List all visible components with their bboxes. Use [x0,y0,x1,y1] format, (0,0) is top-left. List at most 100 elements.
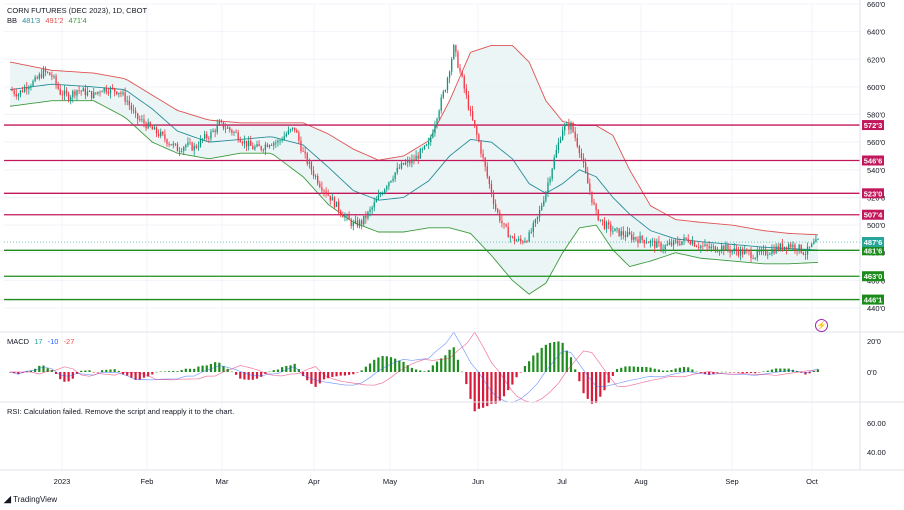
macd-histogram-bar [624,366,627,372]
macd-histogram-bar [762,371,765,373]
candle-body [486,166,488,177]
macd-histogram-bar [310,372,313,384]
macd-signal-line [10,331,819,403]
candle-body [754,257,756,259]
macd-histogram-bar [636,366,640,372]
last-price-tag-box [862,237,884,248]
macd-histogram-bar [657,369,661,372]
macd-histogram-bar [385,356,388,372]
candle-body [281,140,283,141]
candle-body [19,90,22,95]
candle-body [733,248,735,251]
candle-body [300,140,302,152]
candle-body [534,219,537,224]
macd-histogram-bar [812,370,815,372]
price-tick-label: 540'0 [867,166,885,175]
candle-body [463,76,465,89]
candle-body [524,240,526,243]
candle-body [566,123,568,126]
macd-histogram-bar [368,363,372,372]
level-tag-box [862,155,884,166]
candle-body [95,92,97,94]
macd-histogram-bar [348,372,351,375]
macd-histogram-bar [126,372,129,376]
candle-body [256,143,258,147]
candle-body [304,151,306,154]
candle-body [551,168,553,179]
candle-body [350,219,352,227]
macd-histogram-bar [331,372,334,377]
candle-body [145,123,147,129]
candle-body [132,109,135,111]
macd-histogram-bar [469,372,472,399]
time-tick-label: Feb [141,477,154,486]
candle-body [499,212,501,221]
macd-hist-value: 17 [34,337,43,346]
candle-body [111,87,114,89]
candle-body [484,157,486,167]
candle-body [698,247,700,248]
candle-body [480,141,482,154]
candle-body [666,244,668,246]
candle-body [206,134,208,139]
candle-body [605,222,608,229]
candle-body [708,246,710,249]
candle-body [664,245,666,250]
macd-histogram-bar [54,372,58,374]
candle-body [731,250,733,253]
candle-body [239,140,241,143]
candle-body [296,130,298,133]
candle-body [139,119,141,120]
candle-body [559,139,562,143]
candle-body [765,249,767,255]
candle-body [515,240,518,242]
candle-body [65,90,68,94]
candle-body [756,250,758,258]
time-tick-label: Jul [557,477,567,486]
candle-body [57,84,59,89]
candle-body [153,127,156,130]
candle-body [503,223,505,225]
macd-histogram-bar [766,370,769,372]
macd-histogram-bar [783,368,786,372]
candle-body [618,228,620,236]
candle-body [798,244,800,251]
candle-body [76,90,78,96]
candle-body [377,195,380,200]
candle-body [622,231,624,236]
symbol-title: CORN FUTURES (DEC 2023), 1D, CBOT [7,6,148,15]
candle-body [557,142,560,150]
candle-body [528,232,530,242]
rsi-tick-label: 60.00 [867,419,886,428]
candle-body [189,142,191,144]
flash-icon[interactable]: ⚡ [815,319,828,332]
candle-body [643,239,645,244]
candle-body [327,194,329,196]
macd-histogram-bar [435,361,439,372]
candle-body [28,87,30,90]
candle-body [273,142,275,146]
macd-histogram-bar [13,372,16,374]
candle-body [32,80,34,87]
macd-histogram-bar [130,372,133,378]
macd-histogram-bar [71,372,74,379]
macd-histogram-bar [255,372,259,379]
candle-body [639,235,641,243]
candle-body [775,246,777,254]
candle-body [88,91,91,92]
candle-body [788,244,790,249]
macd-histogram-bar [398,360,401,372]
candle-body [547,182,549,192]
candle-body [170,144,172,146]
candle-body [815,239,817,243]
candle-body [767,254,769,256]
time-tick-label: Jun [472,477,484,486]
candle-body [218,121,220,125]
candle-body [783,246,786,250]
candle-body [312,170,315,177]
candle-body [314,175,317,177]
macd-histogram-bar [632,366,635,372]
macd-histogram-bar [406,365,409,372]
candle-body [595,204,597,211]
